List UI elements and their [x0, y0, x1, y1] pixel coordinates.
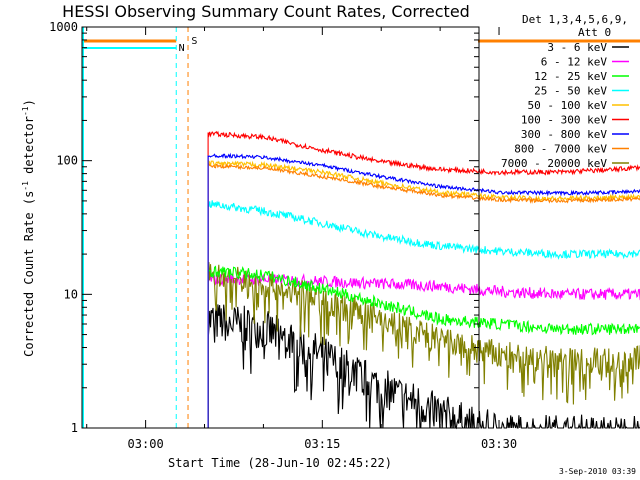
y-tick-label: 1000 — [49, 20, 78, 34]
y-axis-label-mid: detector — [22, 116, 36, 181]
y-axis-label-main: Corrected Count Rate (s — [22, 191, 36, 357]
y-axis-label: Corrected Count Rate (s-1 detector-1) — [21, 99, 36, 357]
series-line-5 — [207, 130, 640, 428]
y-tick-label: 1 — [71, 421, 78, 435]
legend-label: 25 - 50 keV — [534, 85, 607, 98]
x-tick-label: 03:15 — [304, 437, 340, 451]
series-line-3 — [207, 200, 640, 428]
legend-label: 50 - 100 keV — [528, 99, 608, 112]
y-axis-label-end: ) — [22, 99, 36, 106]
legend-header-2: Att 0 — [578, 26, 611, 39]
y-tick-label: 100 — [56, 154, 78, 168]
series-line-1 — [207, 272, 640, 428]
plot-marks: SN — [82, 27, 640, 430]
plot-frame — [81, 26, 480, 429]
y-tick-label: 10 — [64, 287, 78, 301]
legend-label: 100 - 300 keV — [521, 114, 607, 127]
series-line-2 — [207, 265, 640, 428]
night-marker-label: N — [179, 43, 185, 54]
series-line-4 — [207, 159, 640, 428]
series-line-8 — [207, 262, 640, 428]
legend-label: 3 - 6 keV — [547, 41, 607, 54]
legend-label: 300 - 800 keV — [521, 128, 607, 141]
series-line-6 — [207, 152, 640, 428]
y-axis-label-sup1: -1 — [21, 181, 30, 191]
legend-label: 800 - 7000 keV — [514, 143, 607, 156]
legend-label: 7000 - 20000 keV — [501, 157, 607, 170]
legend-label: 12 - 25 keV — [534, 70, 607, 83]
y-axis-label-sup2: -1 — [21, 106, 30, 116]
legend-label: 6 - 12 keV — [541, 56, 608, 69]
x-tick-label: 03:30 — [481, 437, 517, 451]
legend: Det 1,3,4,5,6,9, Att 0 3 - 6 keV 6 - 12 k… — [501, 13, 629, 170]
series-line-7 — [207, 162, 640, 428]
series-line-0 — [207, 304, 640, 430]
plot-date-footer: 3-Sep-2010 03:39 — [559, 467, 636, 476]
saa-marker-label: S — [191, 36, 197, 47]
legend-header-1: Det 1,3,4,5,6,9, — [522, 13, 628, 26]
x-tick-label: 03:00 — [128, 437, 164, 451]
x-axis-label: Start Time (28-Jun-10 02:45:22) — [168, 456, 392, 470]
chart-title: HESSI Observing Summary Count Rates, Cor… — [62, 2, 470, 21]
